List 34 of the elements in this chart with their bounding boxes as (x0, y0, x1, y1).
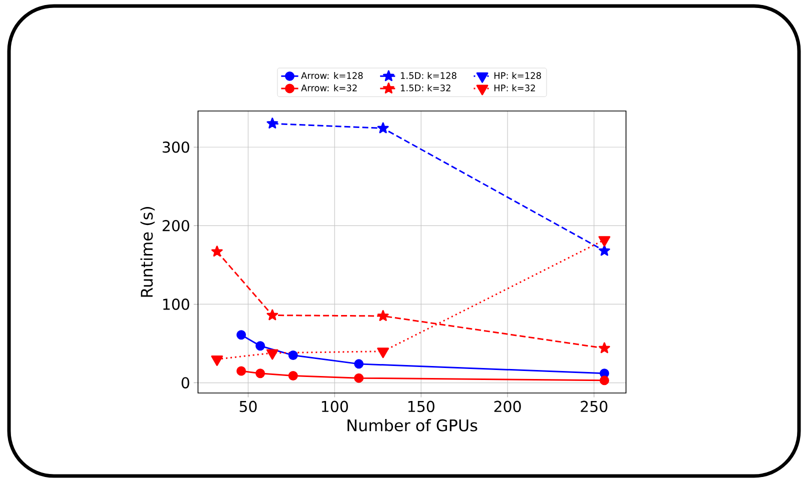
y-tick-label: 300 (162, 141, 190, 153)
legend-label: HP: k=32 (494, 84, 535, 92)
x-tick-label: 150 (408, 400, 434, 412)
x-tick-label: 250 (580, 400, 608, 412)
legend-label: Arrow: k=32 (301, 84, 357, 92)
point (377, 310, 389, 321)
point (377, 122, 389, 134)
x-tick-label: 200 (494, 400, 521, 412)
point (266, 118, 278, 129)
point (288, 350, 298, 360)
point (211, 246, 223, 257)
point (600, 376, 610, 386)
legend-label: 1.5D: k=128 (400, 72, 456, 79)
x-axis-title: Number of GPUs (348, 419, 478, 432)
x-tick-label: 50 (240, 400, 257, 412)
legend-label: Arrow: k=128 (301, 72, 363, 79)
y-axis-title: Runtime (s) (140, 207, 155, 297)
point (256, 341, 266, 351)
y-tick-label: 0 (182, 377, 190, 388)
y-tick-label: 200 (162, 220, 190, 232)
y-tick-label: 100 (163, 298, 190, 310)
legend-label: 1.5D: k=32 (400, 84, 450, 92)
point (236, 366, 246, 376)
point (211, 355, 223, 366)
x-tick-label: 100 (322, 400, 348, 412)
point (236, 330, 246, 340)
point (288, 370, 298, 380)
point (598, 244, 610, 256)
point (256, 368, 266, 378)
point (354, 373, 364, 383)
legend-label: HP: k=128 (494, 72, 541, 79)
point (598, 342, 610, 354)
point (266, 309, 278, 320)
point (354, 359, 364, 369)
